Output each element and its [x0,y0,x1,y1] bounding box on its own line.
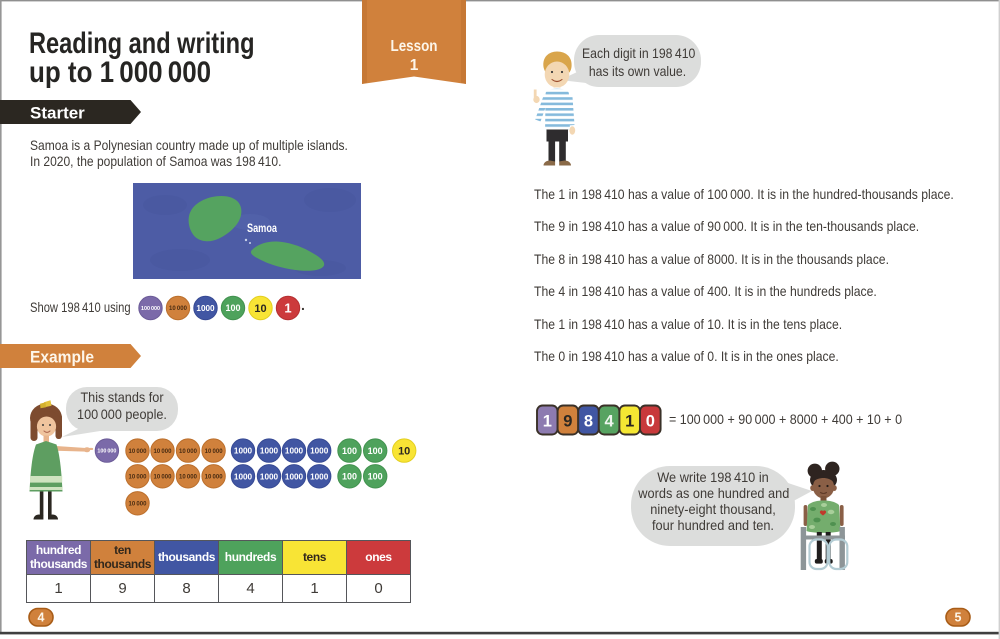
svg-text:10: 10 [254,303,266,315]
svg-text:1: 1 [625,413,634,431]
svg-text:Example: Example [30,348,94,367]
svg-text:10 000: 10 000 [154,449,173,455]
svg-text:1000: 1000 [310,447,329,456]
svg-text:1000: 1000 [285,472,304,481]
svg-text:1000: 1000 [285,447,304,456]
svg-text:10: 10 [398,446,410,458]
svg-text:10 000: 10 000 [129,475,148,481]
svg-text:10 000: 10 000 [154,475,173,481]
svg-text:1: 1 [410,57,419,74]
svg-text:5: 5 [955,611,962,625]
svg-text:0: 0 [646,413,655,431]
svg-text:100: 100 [368,446,383,456]
svg-text:Lesson: Lesson [391,38,438,55]
svg-text:10 000: 10 000 [205,475,224,481]
svg-text:1000: 1000 [234,447,253,456]
svg-text:10 000: 10 000 [179,449,198,455]
svg-text:10 000: 10 000 [129,502,148,508]
svg-text:1000: 1000 [260,472,279,481]
svg-text:100 000: 100 000 [97,449,116,455]
svg-text:1: 1 [284,301,291,316]
svg-text:8: 8 [584,413,593,431]
svg-text:100: 100 [342,472,357,482]
svg-text:1000: 1000 [196,304,215,313]
svg-text:1000: 1000 [234,472,253,481]
svg-text:1000: 1000 [310,472,329,481]
svg-text:10 000: 10 000 [205,449,224,455]
svg-text:10 000: 10 000 [129,449,148,455]
svg-text:Starter: Starter [30,104,85,123]
svg-text:Samoa: Samoa [247,221,277,235]
svg-text:4: 4 [605,413,615,431]
svg-text:9: 9 [563,413,572,431]
svg-text:100: 100 [342,446,357,456]
svg-text:10 000: 10 000 [179,475,198,481]
svg-text:100: 100 [225,303,240,313]
svg-text:1000: 1000 [260,447,279,456]
svg-text:10 000: 10 000 [169,306,188,312]
svg-text:100 000: 100 000 [141,306,160,312]
svg-text:100: 100 [368,472,383,482]
svg-text:1: 1 [543,413,552,431]
svg-text:4: 4 [38,611,45,625]
